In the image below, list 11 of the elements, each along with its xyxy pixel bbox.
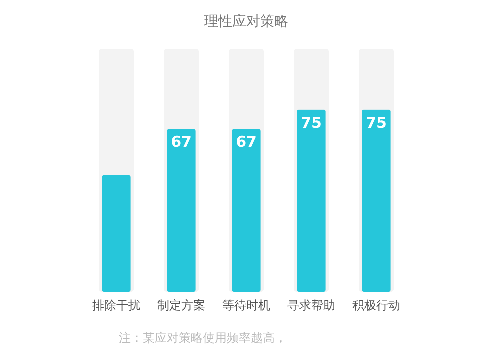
data-label: 75 [301, 114, 322, 132]
x-tick-label: 制定方案 [158, 298, 206, 312]
x-tick-label: 寻求帮助 [288, 298, 336, 312]
data-label: 75 [366, 114, 387, 132]
x-tick-label: 排除干扰 [92, 298, 140, 312]
data-label: 67 [236, 133, 257, 152]
data-label: 67 [171, 133, 192, 152]
chart-title: 理性应对策略 [204, 14, 288, 30]
x-tick-label: 等待时机 [222, 298, 270, 312]
x-tick-label: 积极行动 [352, 298, 400, 312]
text: 注：某应对策略使用频率越高， [119, 331, 287, 345]
